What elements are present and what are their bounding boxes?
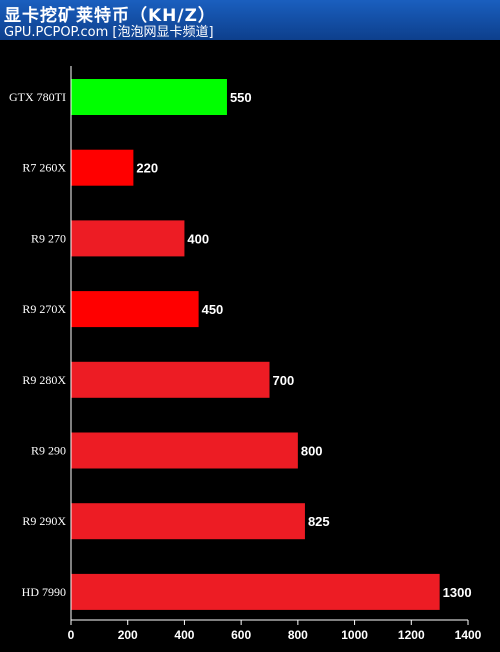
chart-header: 显卡挖矿莱特币（KH/Z） GPU.PCPOP.com [泡泡网显卡频道]	[0, 0, 500, 40]
x-tick-label: 800	[288, 628, 308, 642]
data-label: 400	[187, 231, 209, 246]
data-label: 550	[230, 90, 252, 105]
category-label: R9 290X	[22, 514, 66, 528]
data-label: 1300	[443, 585, 472, 600]
bar	[71, 291, 199, 328]
data-label: 450	[202, 302, 224, 317]
category-label: R9 290	[31, 444, 66, 458]
x-tick-label: 400	[174, 628, 194, 642]
chart-title: 显卡挖矿莱特币（KH/Z）	[4, 6, 216, 26]
x-tick-label: 1200	[398, 628, 425, 642]
x-tick-label: 1000	[341, 628, 368, 642]
bar	[71, 503, 305, 540]
bar	[71, 361, 270, 398]
bar	[71, 149, 134, 186]
x-tick-label: 200	[118, 628, 138, 642]
data-label: 800	[301, 444, 323, 459]
bar	[71, 573, 440, 610]
data-label: 700	[273, 373, 295, 388]
category-label: R9 270	[31, 231, 66, 245]
bar	[71, 432, 298, 469]
category-label: GTX 780TI	[9, 90, 66, 104]
category-label: R7 260X	[22, 161, 66, 175]
chart-source: GPU.PCPOP.com [泡泡网显卡频道]	[4, 25, 214, 40]
bar	[71, 79, 227, 115]
category-label: R9 270X	[22, 302, 66, 316]
category-label: HD 7990	[22, 585, 66, 599]
x-tick-label: 1400	[455, 628, 482, 642]
data-label: 825	[308, 514, 330, 529]
x-tick-label: 0	[68, 628, 75, 642]
bar	[71, 220, 185, 257]
x-tick-label: 600	[231, 628, 251, 642]
data-label: 220	[136, 161, 158, 176]
category-label: R9 280X	[22, 373, 66, 387]
